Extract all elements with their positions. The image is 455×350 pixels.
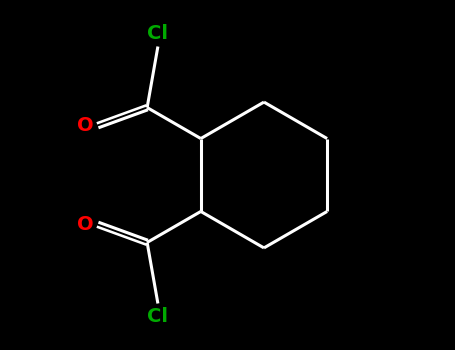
Text: Cl: Cl [147, 24, 168, 43]
Text: Cl: Cl [147, 307, 168, 326]
Text: O: O [77, 215, 94, 234]
Text: O: O [77, 116, 94, 135]
